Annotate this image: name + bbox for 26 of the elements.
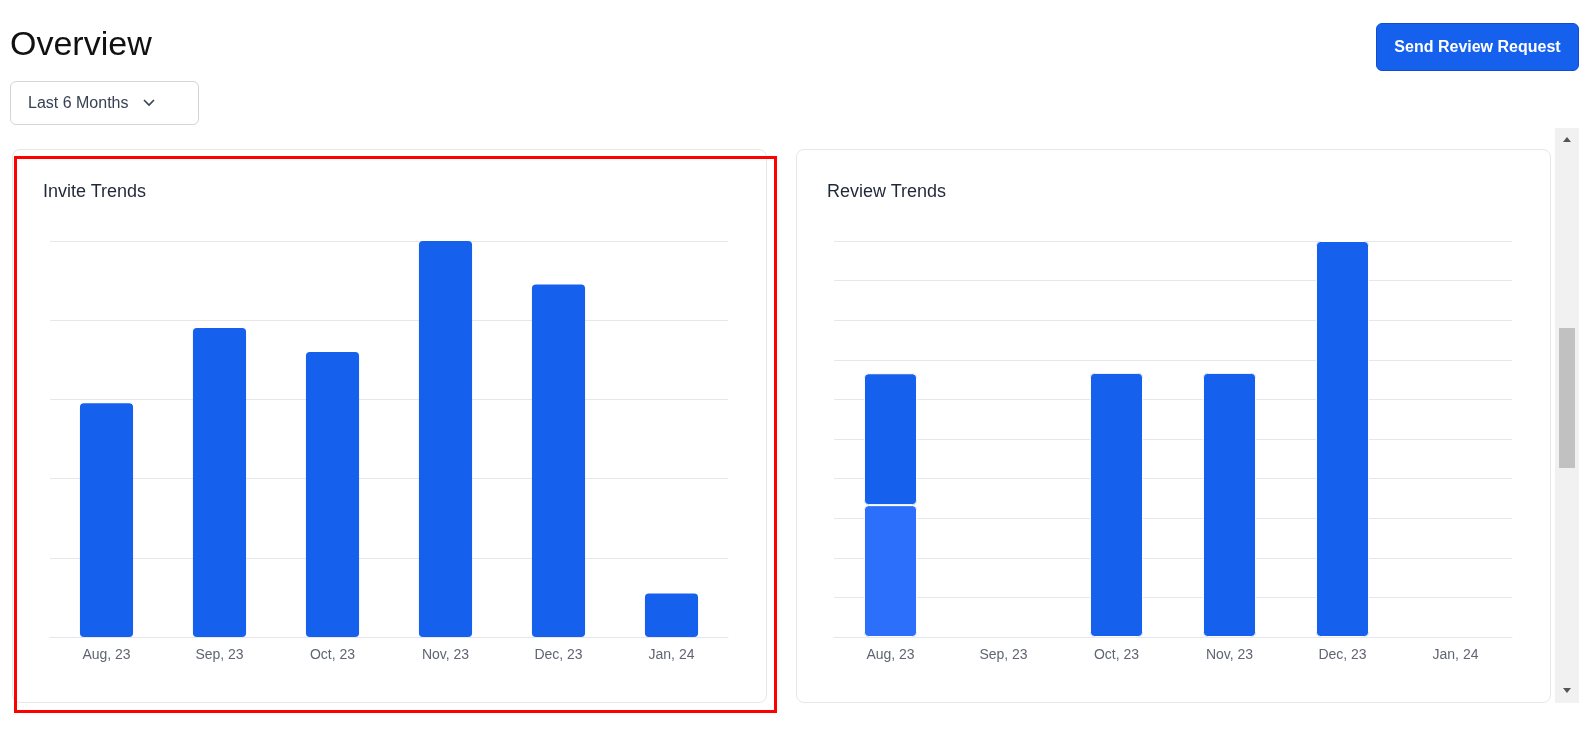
x-tick-label: Oct, 23 <box>309 646 356 662</box>
bar <box>1089 372 1144 637</box>
text: Last 6 Months <box>28 94 129 112</box>
chart-title: Review Trends <box>827 181 947 201</box>
bar <box>531 284 586 637</box>
x-tick-label: Dec, 23 <box>1318 646 1367 662</box>
x-tick-label: Nov, 23 <box>1205 646 1254 662</box>
bar <box>644 593 699 637</box>
x-tick-label: Jan, 24 <box>1432 646 1479 662</box>
x-tick-label: Aug, 23 <box>82 646 131 662</box>
x-tick-label: Aug, 23 <box>866 646 915 662</box>
chart-title: Invite Trends <box>43 181 147 201</box>
bar <box>192 328 247 637</box>
bar <box>79 403 134 637</box>
x-tick-label: Sep, 23 <box>195 646 244 662</box>
text: Send Review Request <box>1376 23 1579 71</box>
bar <box>1315 241 1370 637</box>
x-tick-label: Oct, 23 <box>1093 646 1140 662</box>
x-tick-label: Sep, 23 <box>979 646 1028 662</box>
bar <box>305 351 360 637</box>
x-tick-label: Nov, 23 <box>421 646 470 662</box>
bar <box>1202 372 1257 637</box>
x-tick-label: Jan, 24 <box>648 646 695 662</box>
bar <box>418 241 473 637</box>
x-tick-label: Dec, 23 <box>534 646 583 662</box>
text: Overview <box>10 24 152 63</box>
